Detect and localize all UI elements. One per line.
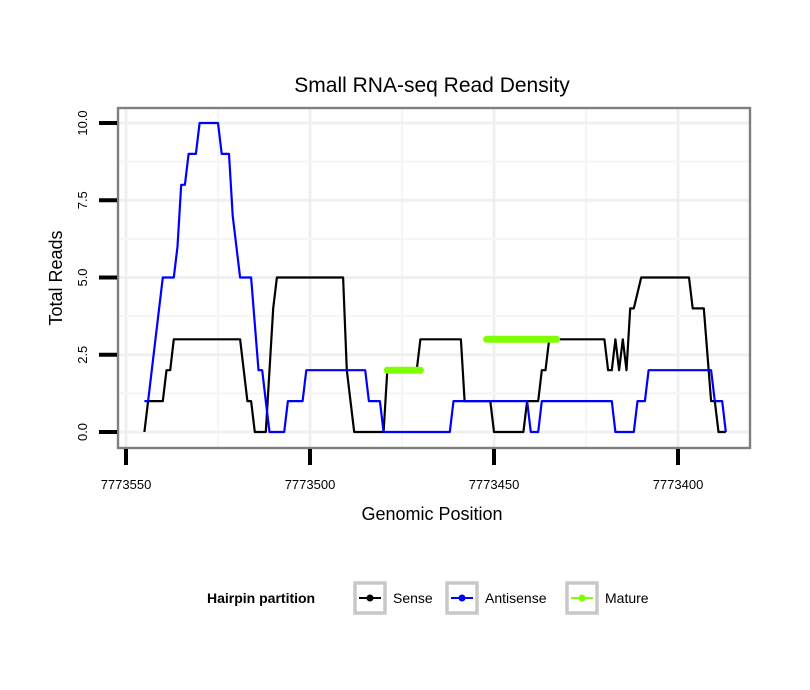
- x-axis-title: Genomic Position: [361, 504, 502, 524]
- x-tick-label: 7773550: [101, 477, 152, 492]
- y-tick-label: 0.0: [75, 423, 90, 441]
- series-layer: [143, 121, 727, 434]
- legend-label: Sense: [393, 590, 433, 606]
- y-tick-label: 2.5: [75, 346, 90, 364]
- legend-key-point: [458, 594, 466, 602]
- legend: Hairpin partition Sense Antisense Mature: [207, 581, 649, 615]
- plot-panel: [116, 106, 752, 450]
- panel-border: [116, 106, 752, 450]
- gridlines: [118, 108, 750, 448]
- legend-key-point: [366, 594, 374, 602]
- legend-title: Hairpin partition: [207, 590, 315, 606]
- legend-entry-mature: Mature: [565, 581, 649, 615]
- x-tick-label: 7773450: [469, 477, 520, 492]
- chart-title: Small RNA-seq Read Density: [294, 74, 570, 97]
- legend-entry-sense: Sense: [353, 581, 433, 615]
- x-axis: 7773550 7773500 7773450 7773400: [101, 449, 704, 492]
- series-line-antisense: [144, 121, 727, 434]
- x-tick-label: 7773400: [653, 477, 704, 492]
- y-axis-title: Total Reads: [46, 230, 66, 325]
- legend-entry-antisense: Antisense: [445, 581, 547, 615]
- y-tick-label: 10.0: [75, 110, 90, 135]
- legend-key-point: [578, 594, 586, 602]
- legend-label: Mature: [605, 590, 649, 606]
- y-axis: 0.0 2.5 5.0 7.5 10.0: [75, 110, 117, 441]
- series-line-sense: [143, 276, 726, 434]
- y-tick-label: 5.0: [75, 268, 90, 286]
- x-tick-label: 7773500: [285, 477, 336, 492]
- legend-label: Antisense: [485, 590, 547, 606]
- y-tick-label: 7.5: [75, 191, 90, 209]
